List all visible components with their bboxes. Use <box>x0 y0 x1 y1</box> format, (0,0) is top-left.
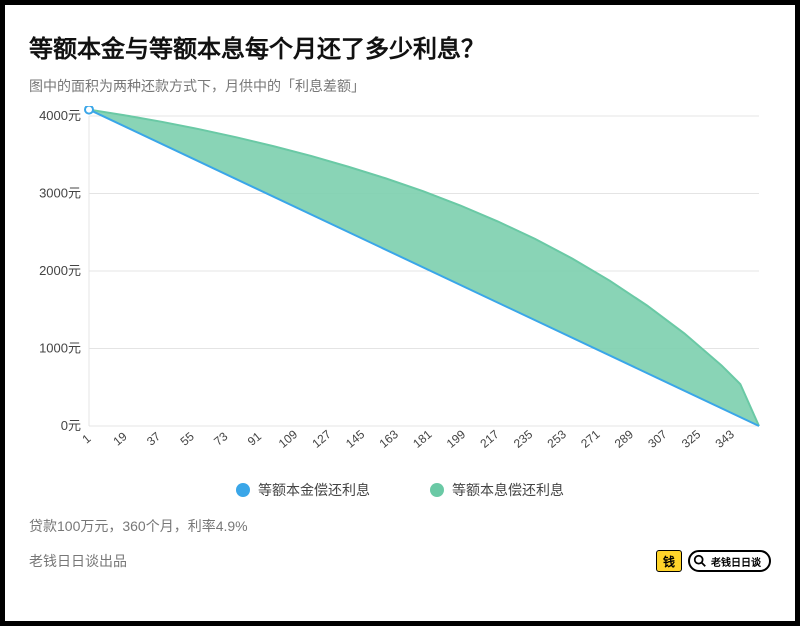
brand-badge: 钱 <box>656 550 682 572</box>
credit-row: 老钱日日谈出品 钱 老钱日日谈 <box>29 550 771 572</box>
svg-text:1000元: 1000元 <box>39 341 81 356</box>
svg-text:0元: 0元 <box>61 418 81 433</box>
chart-title: 等额本金与等额本息每个月还了多少利息？ <box>29 29 771 64</box>
search-icon <box>693 554 707 568</box>
svg-text:37: 37 <box>144 429 163 449</box>
svg-text:127: 127 <box>309 427 334 451</box>
svg-text:109: 109 <box>276 427 301 451</box>
badge-row: 钱 老钱日日谈 <box>656 550 771 572</box>
legend-label: 等额本金偿还利息 <box>258 480 370 500</box>
svg-text:271: 271 <box>578 427 603 451</box>
svg-text:235: 235 <box>511 427 536 451</box>
search-badge: 老钱日日谈 <box>688 550 771 572</box>
chart-area: 0元 1000元 2000元 3000元 4000元 1 19 37 55 73 91 109 127 1… <box>29 106 771 476</box>
legend-swatch <box>430 483 444 497</box>
svg-text:55: 55 <box>178 429 197 449</box>
figure-frame: 等额本金与等额本息每个月还了多少利息？ 图中的面积为两种还款方式下，月供中的「利… <box>0 0 800 626</box>
svg-text:325: 325 <box>679 427 704 451</box>
legend-swatch <box>236 483 250 497</box>
svg-text:19: 19 <box>110 429 129 449</box>
legend-label: 等额本息偿还利息 <box>452 480 564 500</box>
svg-text:4000元: 4000元 <box>39 108 81 123</box>
legend-item: 等额本息偿还利息 <box>430 480 564 500</box>
chart-footnote: 贷款100万元，360个月，利率4.9% <box>29 516 771 536</box>
svg-text:1: 1 <box>79 431 93 446</box>
svg-text:199: 199 <box>444 427 469 451</box>
svg-text:343: 343 <box>713 427 738 451</box>
svg-text:91: 91 <box>245 429 264 449</box>
svg-text:163: 163 <box>377 427 402 451</box>
chart-subtitle: 图中的面积为两种还款方式下，月供中的「利息差额」 <box>29 76 771 96</box>
svg-text:289: 289 <box>612 427 637 451</box>
svg-text:73: 73 <box>211 429 230 449</box>
search-badge-text: 老钱日日谈 <box>711 554 761 569</box>
svg-text:2000元: 2000元 <box>39 263 81 278</box>
svg-text:181: 181 <box>410 427 435 451</box>
svg-text:145: 145 <box>343 427 368 451</box>
svg-text:3000元: 3000元 <box>39 186 81 201</box>
svg-text:217: 217 <box>477 427 502 451</box>
area-chart: 0元 1000元 2000元 3000元 4000元 1 19 37 55 73 91 109 127 1… <box>29 106 769 476</box>
legend: 等额本金偿还利息 等额本息偿还利息 <box>29 480 771 500</box>
credit-text: 老钱日日谈出品 <box>29 551 127 571</box>
legend-item: 等额本金偿还利息 <box>236 480 370 500</box>
svg-text:253: 253 <box>545 427 570 451</box>
svg-text:307: 307 <box>645 427 670 451</box>
